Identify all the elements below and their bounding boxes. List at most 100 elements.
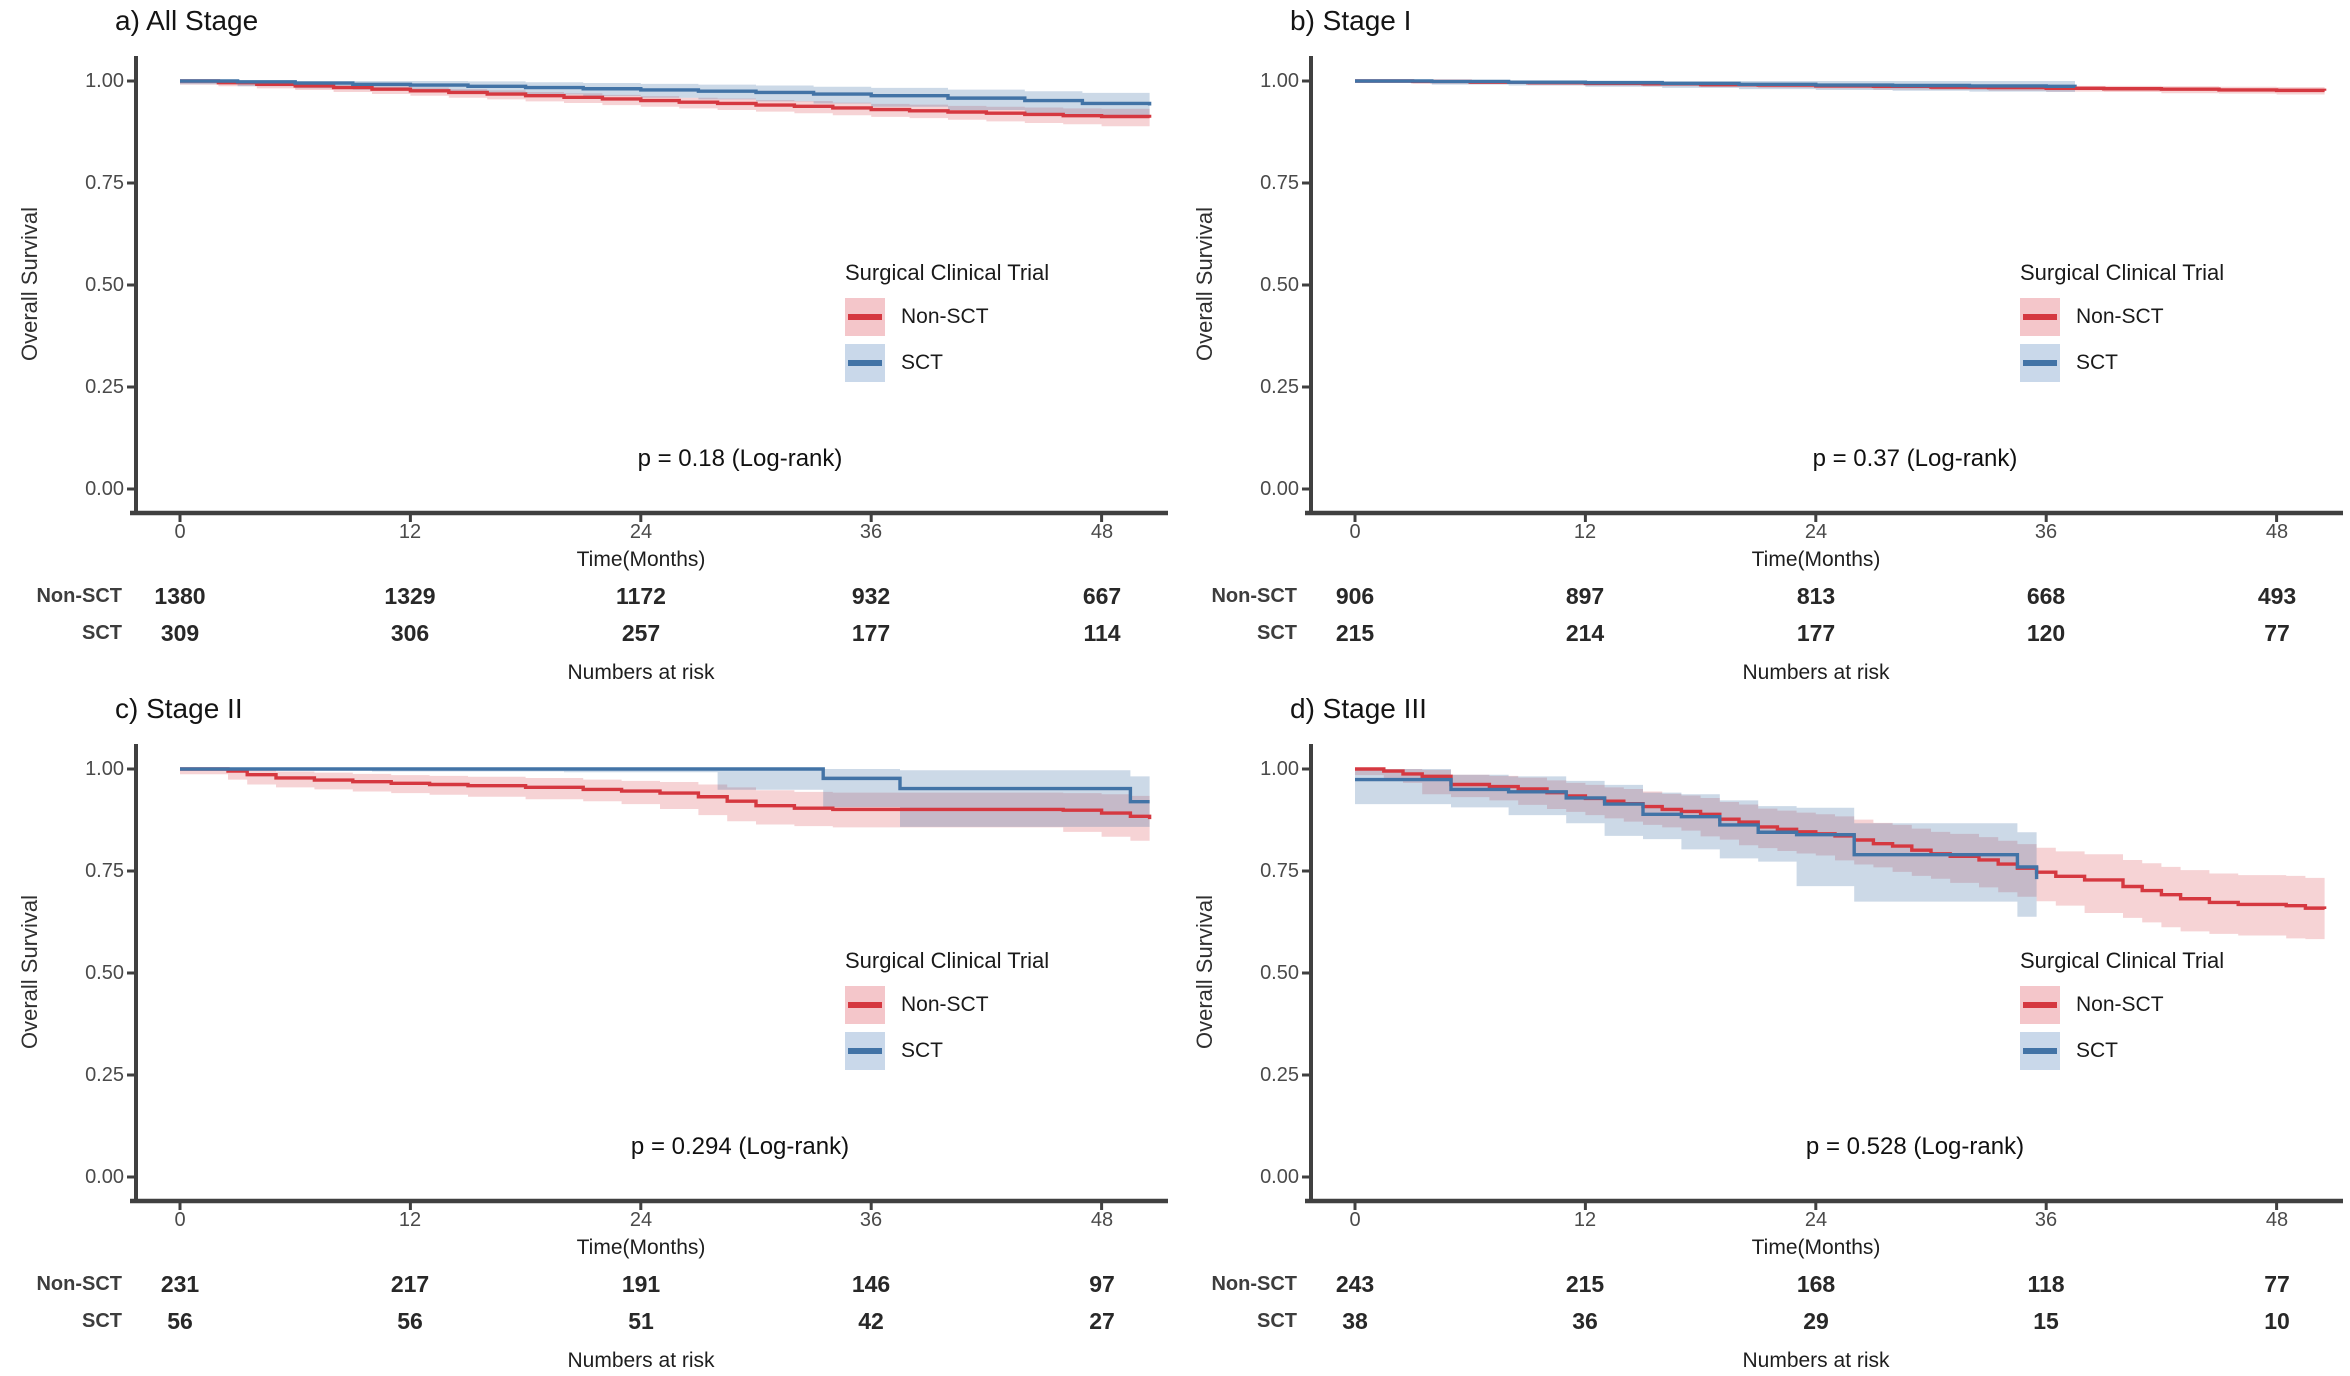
- y-axis-title: Overall Survival: [17, 894, 42, 1050]
- log-rank-p-value: p = 0.294 (Log-rank): [630, 1133, 850, 1160]
- risk-row-label-sct: SCT: [82, 622, 122, 644]
- risk-count: 215: [1335, 620, 1375, 646]
- non-sct-confidence-band: [1355, 769, 2325, 940]
- legend-title: Surgical Clinical Trial: [845, 260, 1050, 285]
- non-sct-survival-curve: [180, 767, 1152, 820]
- legend-label-non-sct: Non-SCT: [901, 305, 989, 328]
- risk-count: 56: [167, 1308, 193, 1334]
- risk-count: 77: [2264, 1271, 2290, 1297]
- risk-table-caption: Numbers at risk: [567, 1349, 715, 1372]
- risk-count: 1172: [616, 583, 666, 609]
- legend-item-sct: SCT: [845, 1030, 1049, 1072]
- non-sct-key-line: [848, 314, 882, 320]
- survival-plot: [1302, 56, 2343, 522]
- x-tick-label: 0: [174, 1209, 186, 1231]
- risk-count: 38: [1342, 1308, 1368, 1334]
- risk-count: 97: [1089, 1271, 1115, 1297]
- legend-label-non-sct: Non-SCT: [901, 993, 989, 1016]
- risk-count: 177: [851, 620, 891, 646]
- panel-title: c) Stage II: [115, 693, 243, 724]
- y-tick-label: 0.00: [85, 1166, 124, 1188]
- risk-count: 15: [2033, 1308, 2059, 1334]
- y-tick-label: 0.50: [1260, 962, 1299, 984]
- sct-survival-curve: [1355, 79, 2077, 89]
- y-tick-label: 0.25: [1260, 376, 1299, 398]
- x-axis-title: Time(Months): [1751, 548, 1881, 571]
- y-axis-title: Overall Survival: [1192, 206, 1217, 362]
- x-tick-label: 12: [398, 521, 422, 543]
- y-tick-label: 0.75: [85, 172, 124, 194]
- risk-table-caption: Numbers at risk: [567, 661, 715, 684]
- x-tick-label: 36: [859, 1209, 883, 1231]
- y-tick-label: 0.00: [85, 478, 124, 500]
- x-tick-label: 12: [1573, 521, 1597, 543]
- y-tick-label: 0.25: [85, 376, 124, 398]
- non-sct-key-line: [2023, 1002, 2057, 1008]
- legend-item-sct: SCT: [2020, 1030, 2224, 1072]
- non-sct-confidence-band: [180, 769, 1150, 841]
- legend-item-non-sct: Non-SCT: [2020, 984, 2224, 1026]
- risk-count: 217: [390, 1271, 430, 1297]
- risk-count: 51: [628, 1308, 654, 1334]
- risk-count: 191: [621, 1271, 661, 1297]
- risk-count: 118: [2027, 1271, 2065, 1297]
- risk-count: 77: [2264, 620, 2290, 646]
- legend-label-non-sct: Non-SCT: [2076, 993, 2164, 1016]
- non-sct-key-swatch: [2020, 298, 2060, 336]
- sct-key-line: [848, 1048, 882, 1054]
- risk-count: 215: [1565, 1271, 1605, 1297]
- legend: Surgical Clinical Trial Non-SCT SCT: [845, 948, 1049, 1076]
- panel-title: b) Stage I: [1290, 5, 1412, 36]
- y-tick-label: 1.00: [85, 758, 124, 780]
- sct-key-swatch: [2020, 344, 2060, 382]
- y-tick-label: 1.00: [1260, 70, 1299, 92]
- risk-count: 668: [2026, 583, 2066, 609]
- risk-count: 120: [2026, 620, 2066, 646]
- risk-count: 36: [1572, 1308, 1598, 1334]
- x-tick-label: 48: [1090, 1209, 1114, 1231]
- sct-survival-curve: [180, 79, 1152, 106]
- survival-plot: [127, 56, 1168, 522]
- survival-plot: [127, 744, 1168, 1210]
- legend-item-non-sct: Non-SCT: [845, 984, 1049, 1026]
- y-axis-title: Overall Survival: [1192, 894, 1217, 1050]
- legend-item-non-sct: Non-SCT: [2020, 296, 2224, 338]
- km-panel-stage-3: d) Stage III Overall Survival 1.00 0.75 …: [1175, 688, 2350, 1376]
- y-tick-label: 0.25: [85, 1064, 124, 1086]
- km-panel-stage-1: b) Stage I Overall Survival 1.00 0.75 0.…: [1175, 0, 2350, 688]
- risk-table-caption: Numbers at risk: [1742, 661, 1890, 684]
- risk-count: 667: [1082, 583, 1122, 609]
- x-tick-label: 0: [1349, 521, 1361, 543]
- risk-row-label-non-sct: Non-SCT: [1211, 585, 1297, 607]
- x-tick-label: 48: [2265, 1209, 2289, 1231]
- sct-key-swatch: [845, 344, 885, 382]
- non-sct-key-line: [848, 1002, 882, 1008]
- non-sct-key-swatch: [2020, 986, 2060, 1024]
- sct-key-line: [848, 360, 882, 366]
- risk-count: 214: [1565, 620, 1605, 646]
- x-tick-label: 36: [2034, 1209, 2058, 1231]
- sct-confidence-band: [1355, 769, 2037, 917]
- km-panel-all-stage: a) All Stage Overall Survival 1.00 0.75 …: [0, 0, 1175, 688]
- x-tick-label: 48: [2265, 521, 2289, 543]
- risk-row-label-sct: SCT: [1257, 622, 1297, 644]
- log-rank-p-value: p = 0.528 (Log-rank): [1805, 1133, 2025, 1160]
- risk-count: 177: [1796, 620, 1836, 646]
- legend-item-non-sct: Non-SCT: [845, 296, 1049, 338]
- risk-count: 897: [1565, 583, 1605, 609]
- risk-count: 257: [621, 620, 661, 646]
- risk-count: 306: [390, 620, 430, 646]
- x-tick-label: 0: [174, 521, 186, 543]
- x-tick-label: 0: [1349, 1209, 1361, 1231]
- risk-row-label-non-sct: Non-SCT: [1211, 1273, 1297, 1295]
- x-tick-label: 24: [1804, 1209, 1828, 1231]
- risk-count: 1329: [384, 583, 436, 609]
- x-tick-label: 24: [629, 1209, 653, 1231]
- legend: Surgical Clinical Trial Non-SCT SCT: [845, 260, 1049, 388]
- risk-count: 114: [1083, 620, 1121, 646]
- legend-label-sct: SCT: [2076, 1039, 2118, 1062]
- y-tick-label: 0.50: [85, 274, 124, 296]
- non-sct-key-swatch: [845, 986, 885, 1024]
- legend-item-sct: SCT: [845, 342, 1049, 384]
